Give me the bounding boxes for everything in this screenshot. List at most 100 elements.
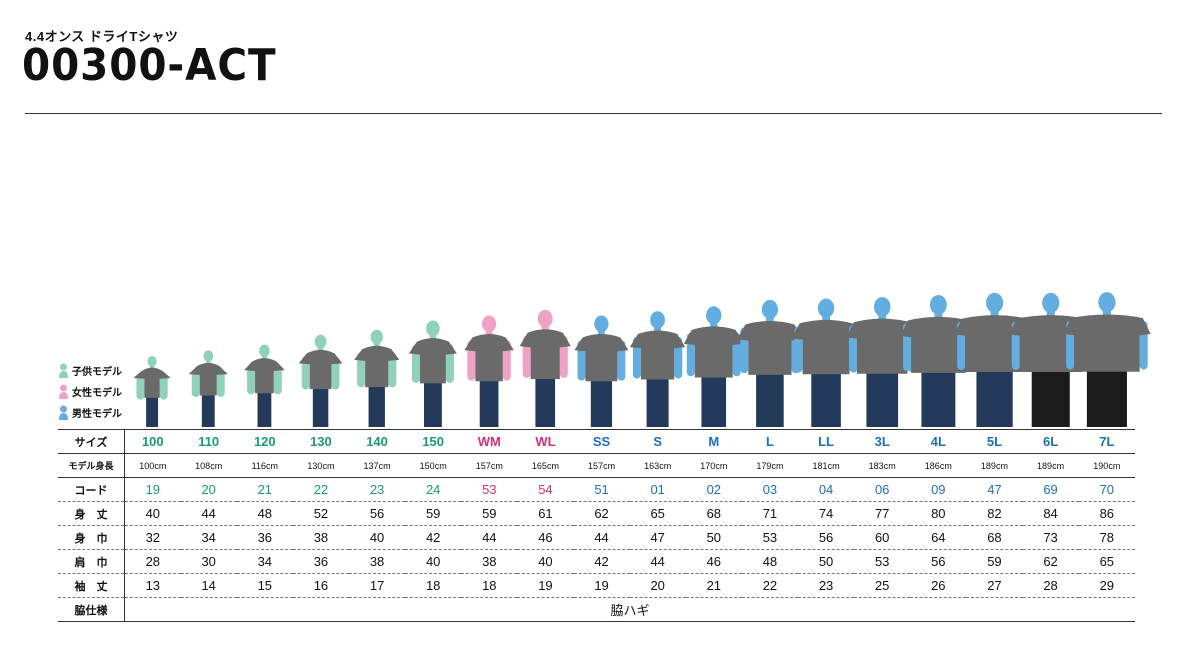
model-legend: 子供モデル 女性モデル 男性モデル [58,360,130,423]
size-cell: 150 [405,429,462,454]
height-cell: 189cm [1022,453,1079,478]
size-cell: S [629,429,686,454]
code-cell: 06 [854,477,911,502]
length-cell: 48 [236,501,293,526]
height-cell: 108cm [180,453,237,478]
height-cell: 157cm [573,453,630,478]
size-cell: L [741,429,798,454]
height-cell: 186cm [910,453,967,478]
shoulder-cell: 46 [685,549,742,574]
width-cell: 56 [798,525,855,550]
width-cell: 44 [573,525,630,550]
height-cell: 179cm [741,453,798,478]
model-figure [408,320,457,427]
height-row: モデル身長 100cm 108cm 116cm 130cm 137cm 150cm 157c… [58,453,1135,478]
height-cell: 163cm [629,453,686,478]
code-cell: 23 [349,477,406,502]
length-cell: 59 [461,501,518,526]
sleeve-cell: 16 [292,573,349,598]
width-cell: 40 [349,525,406,550]
length-cell: 71 [741,501,798,526]
code-cell: 69 [1022,477,1079,502]
height-cell: 157cm [461,453,518,478]
legend-men: 男性モデル [58,402,130,423]
size-cell: WM [461,429,518,454]
code-cell: 19 [124,477,181,502]
shoulder-cell: 38 [461,549,518,574]
length-cell: 44 [180,501,237,526]
sleeve-cell: 22 [741,573,798,598]
width-cell: 42 [405,525,462,550]
side-row: 脇仕様 脇ハギ [58,597,1135,622]
width-cell: 60 [854,525,911,550]
code-cell: 04 [798,477,855,502]
length-cell: 40 [124,501,181,526]
size-cell: 5L [966,429,1023,454]
code-row-label: コード [58,477,125,502]
model-figure [1063,292,1151,427]
woman-model-icon [59,384,68,399]
width-cell: 34 [180,525,237,550]
height-cell: 170cm [685,453,742,478]
size-cell: SS [573,429,630,454]
height-row-label: モデル身長 [58,453,125,478]
size-cell: 6L [1022,429,1079,454]
size-cell: 130 [292,429,349,454]
model-figure [519,309,571,427]
size-cell: 3L [854,429,911,454]
shoulder-cell: 40 [405,549,462,574]
height-cell: 165cm [517,453,574,478]
size-table: サイズ 100 110 120 130 140 150 WM WL SS S M L LL 3L 4L 5L 6… [58,429,1135,622]
length-cell: 65 [629,501,686,526]
length-cell: 84 [1022,501,1079,526]
model-figure [354,329,400,427]
model-figure [900,294,977,427]
height-cell: 150cm [405,453,462,478]
sleeve-cell: 14 [180,573,237,598]
code-cell: 51 [573,477,630,502]
shoulder-cell: 44 [629,549,686,574]
sleeve-cell: 18 [461,573,518,598]
height-cell: 116cm [236,453,293,478]
size-cell: 110 [180,429,237,454]
size-row: サイズ 100 110 120 130 140 150 WM WL SS S M L LL 3L 4L 5L 6… [58,429,1135,454]
height-cell: 181cm [798,453,855,478]
shoulder-cell: 40 [517,549,574,574]
model-figure [244,344,285,427]
height-cell: 100cm [124,453,181,478]
width-cell: 50 [685,525,742,550]
width-cell: 46 [517,525,574,550]
size-cell: 100 [124,429,181,454]
sleeve-cell: 25 [854,573,911,598]
model-figure [737,299,803,427]
sleeve-cell: 29 [1078,573,1135,598]
legend-women-label: 女性モデル [72,388,122,399]
model-figure [791,298,861,427]
length-cell: 61 [517,501,574,526]
width-cell: 64 [910,525,967,550]
sleeve-cell: 28 [1022,573,1079,598]
length-cell: 82 [966,501,1023,526]
code-cell: 24 [405,477,462,502]
sleeve-cell: 13 [124,573,181,598]
width-cell: 47 [629,525,686,550]
model-figure [1008,292,1093,427]
shoulder-cell: 56 [910,549,967,574]
width-row-label: 身 巾 [58,525,125,550]
height-cell: 130cm [292,453,349,478]
legend-men-label: 男性モデル [72,409,122,420]
sleeve-cell: 19 [517,573,574,598]
shoulder-cell: 53 [854,549,911,574]
width-cell: 68 [966,525,1023,550]
code-cell: 09 [910,477,967,502]
shoulder-cell: 34 [236,549,293,574]
size-cell: WL [517,429,574,454]
model-figure [298,334,343,427]
code-cell: 53 [461,477,518,502]
model-figure [133,356,171,427]
sleeve-cell: 21 [685,573,742,598]
sleeve-cell: 19 [573,573,630,598]
legend-women: 女性モデル [58,381,130,402]
code-cell: 21 [236,477,293,502]
width-cell: 78 [1078,525,1135,550]
